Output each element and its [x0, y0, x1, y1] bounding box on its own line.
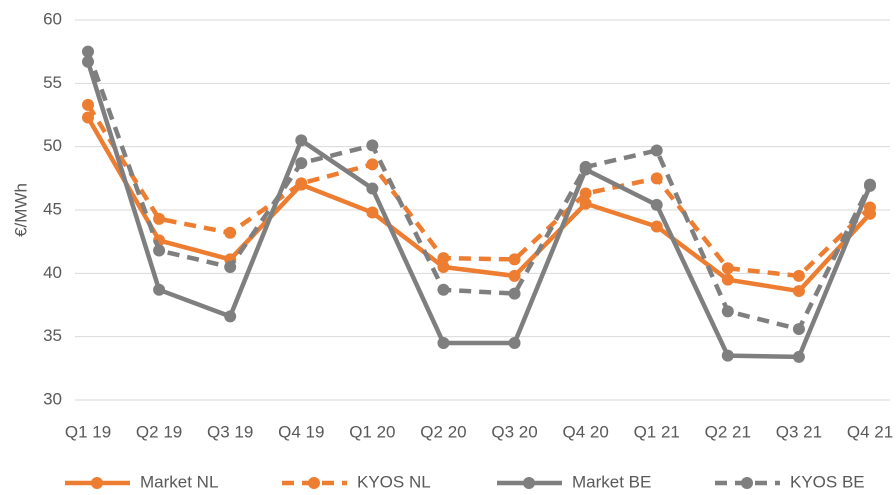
data-point: [650, 220, 663, 233]
data-point: [650, 172, 663, 185]
y-tick-label: 55: [43, 73, 62, 92]
data-point: [366, 182, 379, 195]
y-tick-label: 35: [43, 326, 62, 345]
y-tick-label: 30: [43, 389, 62, 408]
series-line: [85, 61, 873, 360]
series-line: [86, 103, 872, 279]
x-tick-label: Q3 19: [207, 422, 253, 441]
legend-label: KYOS NL: [357, 472, 431, 491]
data-point: [721, 273, 734, 286]
legend-label: Market NL: [140, 472, 218, 491]
data-point: [437, 252, 450, 265]
x-tick-label: Q2 21: [705, 422, 751, 441]
legend-marker: [308, 477, 320, 489]
data-point: [153, 283, 166, 296]
data-point: [864, 178, 876, 191]
data-point: [508, 337, 521, 349]
legend-marker: [523, 477, 535, 489]
x-tick-label: Q1 21: [634, 422, 680, 441]
x-tick-label: Q2 20: [420, 422, 466, 441]
data-point: [721, 349, 734, 362]
data-point: [153, 212, 166, 225]
data-point: [153, 244, 166, 257]
x-tick-label: Q4 19: [278, 422, 324, 441]
data-point: [366, 158, 379, 171]
x-tick-label: Q1 20: [349, 422, 395, 441]
x-tick-label: Q2 19: [136, 422, 182, 441]
x-tick-label: Q3 21: [776, 422, 822, 441]
x-tick-label: Q4 21: [847, 422, 893, 441]
data-point: [864, 201, 876, 214]
data-point: [295, 177, 308, 190]
series-line: [85, 50, 873, 332]
data-point: [721, 262, 734, 275]
legend-label: KYOS BE: [790, 472, 865, 491]
y-axis-label: €/MWh: [11, 183, 30, 237]
data-point: [792, 350, 805, 363]
y-tick-label: 50: [43, 136, 62, 155]
series-line: [86, 116, 872, 294]
data-point: [224, 310, 237, 323]
y-tick-label: 45: [43, 199, 62, 218]
data-point: [721, 305, 734, 318]
data-point: [224, 226, 237, 239]
data-point: [295, 134, 308, 147]
data-point: [508, 287, 521, 300]
data-point: [82, 98, 94, 111]
data-point: [82, 111, 94, 124]
data-point: [508, 269, 521, 282]
data-point: [295, 157, 308, 170]
data-point: [508, 253, 521, 266]
legend-marker: [91, 477, 103, 489]
data-point: [437, 337, 450, 349]
data-point: [224, 261, 237, 273]
legend-label: Market BE: [572, 472, 651, 491]
x-tick-label: Q1 19: [65, 422, 111, 441]
data-point: [82, 45, 94, 58]
y-tick-label: 60: [43, 9, 62, 28]
data-point: [366, 139, 379, 152]
data-point: [650, 198, 663, 211]
legend-marker: [741, 477, 753, 489]
data-point: [579, 187, 592, 200]
data-point: [650, 144, 663, 157]
data-point: [792, 323, 805, 336]
data-point: [792, 285, 805, 298]
x-tick-label: Q4 20: [562, 422, 608, 441]
y-tick-label: 40: [43, 263, 62, 282]
data-point: [437, 283, 450, 296]
data-point: [792, 269, 805, 282]
x-tick-label: Q3 20: [491, 422, 537, 441]
data-point: [579, 197, 592, 210]
data-point: [579, 160, 592, 173]
data-point: [366, 206, 379, 219]
data-point: [437, 261, 450, 273]
